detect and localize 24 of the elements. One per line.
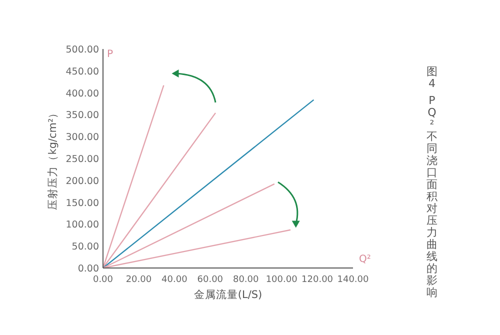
x-tick-label: 40.00 (162, 275, 188, 285)
chart-title: 图4 PQ²不同浇口面积对压力曲线的影响 (426, 65, 438, 299)
x-tick-label: 60.00 (197, 275, 224, 285)
y-tick-label: 500.00 (66, 44, 99, 56)
y-tick-label: 300.00 (66, 132, 99, 144)
x-tick-label: 100.00 (266, 275, 298, 285)
x-tick-label: 120.00 (302, 275, 334, 285)
x-tick-label: 0.00 (92, 275, 114, 285)
y-tick-label: 50.00 (72, 242, 99, 253)
y-tick-label: 250.00 (66, 154, 99, 165)
x-tick-label: 140.00 (337, 275, 370, 285)
y-tick-label: 150.00 (66, 198, 99, 209)
x-axis-title: 金属流量(L/S) (194, 288, 262, 301)
x-tick-label: 20.00 (126, 275, 152, 285)
y-axis-title: 压射压力（kg/cm²） (46, 107, 59, 210)
y-tick-label: 450.00 (66, 66, 99, 78)
x-tick-label: 80.00 (232, 275, 260, 285)
y-tick-label: 200.00 (66, 176, 99, 187)
annotation: P (107, 49, 114, 60)
y-tick-label: 100.00 (66, 220, 99, 231)
text: Q² (359, 254, 371, 265)
y-tick-label: 400.00 (66, 88, 99, 100)
y-tick-label: 350.00 (66, 110, 99, 122)
y-tick-label: 0.00 (78, 264, 99, 274)
